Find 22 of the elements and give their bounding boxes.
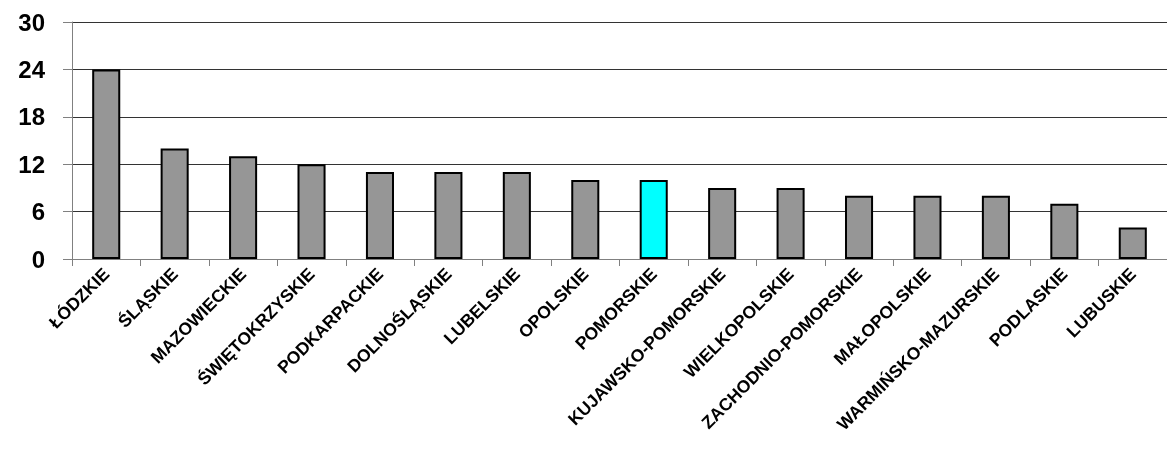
bar [160, 148, 189, 259]
y-tick-label: 12 [18, 150, 45, 178]
bar [981, 195, 1010, 259]
bar [502, 172, 531, 259]
bar [776, 187, 805, 259]
bar [92, 69, 121, 259]
y-tick-label: 6 [31, 198, 45, 226]
y-tick-label: 18 [18, 103, 45, 131]
bar [913, 195, 942, 259]
bar [1118, 227, 1147, 259]
y-tick-label: 30 [18, 8, 45, 36]
bar [434, 172, 463, 259]
y-tick-label: 0 [31, 245, 45, 273]
bar [708, 187, 737, 259]
bar [571, 180, 600, 259]
bar [845, 195, 874, 259]
bar [1050, 203, 1079, 259]
bar [365, 172, 394, 259]
y-tick-label: 24 [18, 55, 46, 83]
bar [639, 180, 668, 259]
bar [297, 164, 326, 259]
bar [229, 156, 258, 259]
